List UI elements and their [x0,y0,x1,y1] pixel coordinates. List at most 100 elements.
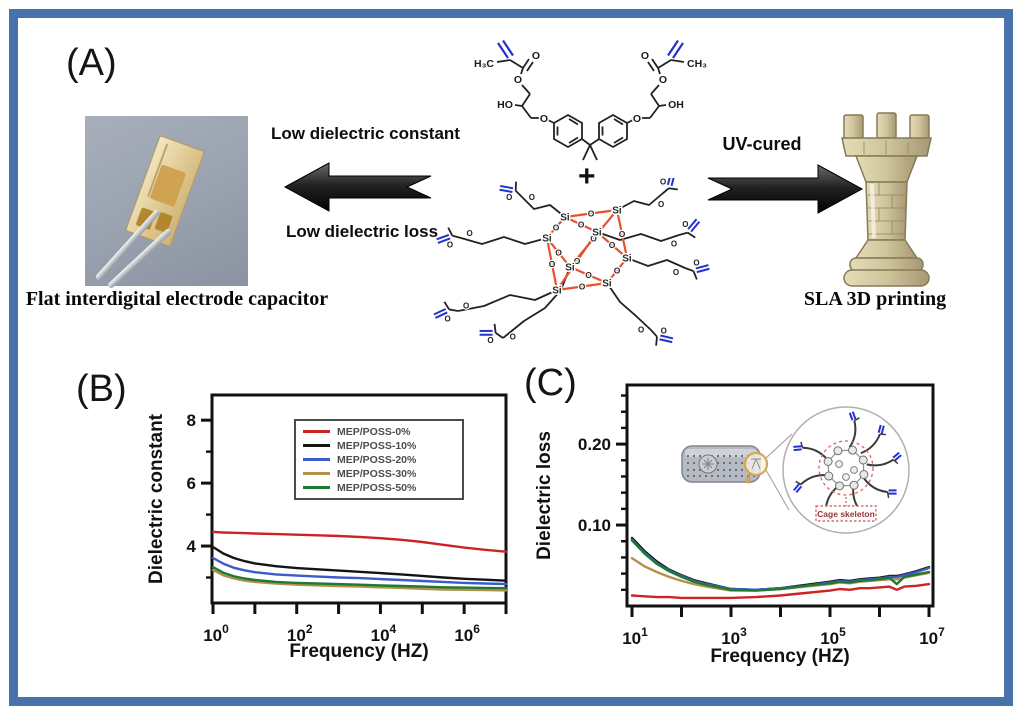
o-label: O [658,200,664,209]
si-label: Si [542,234,552,245]
si-label: Si [560,213,570,224]
o-label: O [660,178,666,186]
cage-caption-text: Cage skeleton [817,509,875,519]
svg-text:H₃C: H₃C [474,58,494,70]
svg-text:O: O [659,74,667,86]
y-tick-label: 4 [187,537,197,556]
svg-text:O: O [532,50,540,62]
series-line [630,539,931,592]
left-arrow-top-label: Low dielectric constant [271,124,460,143]
series-line [630,582,931,600]
x-axis-label: Frequency (HZ) [289,641,428,662]
series-line [211,556,508,586]
legend-swatch [303,458,330,461]
x-tick-label: 103 [721,625,747,648]
o-label: O [447,240,453,249]
rook-highlight [870,183,876,239]
o-label: O [555,248,562,258]
poss-arm-chain [502,266,571,339]
vinyl-double-bond [894,454,902,462]
poss-arm-chain [616,193,663,211]
si-label: Si [612,206,622,217]
o-label: O [466,229,472,238]
poss-arm-chain [596,231,680,242]
left-arrow-bottom-label: Low dielectric loss [285,222,439,241]
vinyl-double-bond [437,237,451,244]
svg-text:O: O [514,74,522,86]
zoom-connector [765,433,793,459]
left-arrow [283,162,432,212]
vinyl-double-bond [500,185,514,190]
mep-atom-labels: H₃C O O HO O O OH O O CH₃ [472,49,708,127]
poss-cage-bonds [545,208,629,292]
vinyl-double-bond [435,311,448,319]
vinyl-double-bond [433,308,447,316]
o-label: O [444,314,450,323]
mep-monomer-structure: H₃C O O HO O O OH O O CH₃ [472,39,709,161]
legend-entry: MEP/POSS-10% [303,439,455,452]
panel-b-label: (B) [76,368,127,410]
legend-swatch [303,430,330,433]
x-tick-label: 106 [454,622,480,645]
vinyl-double-bond [892,451,900,459]
o-label: O [682,220,688,229]
cage-caption-box [815,505,877,522]
o-label: O [638,325,644,334]
vinyl-double-bond [793,448,802,452]
y-tick-label: 6 [187,474,196,493]
vinyl-double-bond [499,188,513,193]
magnifier-icon [743,451,769,477]
rook-texture [863,140,909,235]
capacitor-caption: Flat interdigital electrode capacitor [25,288,329,310]
capacitor-photo [85,116,248,290]
o-label: O [585,270,592,280]
plot-box [210,393,508,605]
o-label: O [463,301,469,310]
dielectric-loss-chart: 0.10 0.20 101 103 105 107 Frequency (HZ) Dielec… [534,383,945,667]
svg-text:CH₃: CH₃ [687,58,707,70]
legend-entry: MEP/POSS-50% [303,481,455,494]
series-line [211,530,508,553]
vinyl-double-bond [659,338,673,344]
vinyl-double-bond [660,334,674,340]
o-label: O [661,327,667,336]
legend-swatch [303,472,330,475]
series-line [211,565,508,590]
svg-text:HO: HO [497,99,513,111]
x-axis-label: Frequency (HZ) [710,646,849,667]
vinyl-double-bond [793,445,802,448]
o-label: O [529,193,535,202]
panel-a-label: (A) [66,42,117,84]
series-line [211,568,508,592]
vinyl-double-bond [670,178,675,187]
vinyl-double-bond [795,485,803,493]
vinyl-double-bond [695,264,709,270]
poss-si-labels: Si Si Si Si Si Si Si Si [541,204,634,298]
figure-border [9,9,1013,706]
x-tick-label: 105 [820,625,846,648]
si-label: Si [622,254,632,265]
o-label: O [671,240,677,249]
right-arrow [707,164,864,214]
svg-text:O: O [540,113,548,125]
si-label: Si [565,263,575,274]
o-label: O [510,332,516,341]
vinyl-double-bond [848,412,854,421]
rook-photo [841,112,932,287]
poss-arm-chain [457,289,558,312]
cage-highlight-circle [818,440,874,496]
vinyl-double-bond [880,425,885,434]
vinyl-double-bonds [497,39,684,59]
printed-ring-sample [681,445,761,483]
o-label: O [588,209,595,219]
chart-legend: MEP/POSS-0% MEP/POSS-10% MEP/POSS-20% MEP/P… [294,419,464,500]
sla-caption: SLA 3D printing [803,288,947,310]
cage-skeleton-inset: Cage skeleton [681,406,910,534]
x-tick-label: 100 [203,622,229,645]
legend-label: MEP/POSS-10% [337,439,417,452]
mep-bonds [496,58,685,161]
